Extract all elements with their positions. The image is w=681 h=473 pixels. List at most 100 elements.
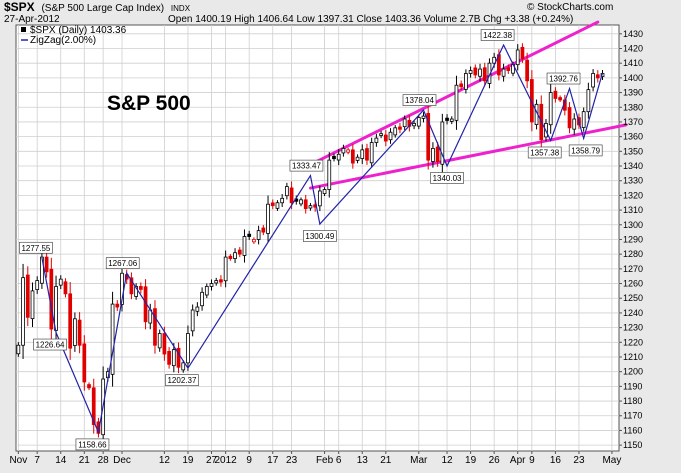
label-text: 1202.37 xyxy=(167,376,196,385)
label-text: 1378.04 xyxy=(405,96,434,105)
y-tick-label: 1260 xyxy=(623,279,643,289)
y-tick-label: 1210 xyxy=(623,352,643,362)
zigzag-value-label: 1358.79 xyxy=(568,144,603,157)
zigzag-value-label: 1378.04 xyxy=(402,94,437,106)
candle-body xyxy=(40,256,44,284)
y-tick-label: 1200 xyxy=(623,367,643,377)
candle-body xyxy=(186,333,190,364)
x-tick-label: 27 xyxy=(206,455,218,466)
trendline-lower xyxy=(308,123,628,190)
zigzag-value-label: 1158.66 xyxy=(75,438,110,451)
label-box xyxy=(33,338,67,351)
y-tick-label: 1150 xyxy=(623,440,642,450)
label-box xyxy=(568,144,603,157)
chart-title-overlay: S&P 500 xyxy=(107,92,191,115)
candle-body xyxy=(492,56,497,64)
candle-body xyxy=(464,73,468,90)
candle-body xyxy=(548,92,553,126)
y-tick-label: 1320 xyxy=(623,190,643,200)
y-tick-label: 1280 xyxy=(623,249,643,259)
label-box xyxy=(289,159,324,172)
zigzag-overlay xyxy=(41,43,604,435)
x-tick-label: 12 xyxy=(159,455,171,466)
x-tick-label: Feb xyxy=(316,455,334,466)
label-box xyxy=(480,29,515,41)
x-tick-label: 2012 xyxy=(215,455,238,466)
label-text: 1422.38 xyxy=(483,31,512,40)
brand-text: © StockCharts.com xyxy=(527,2,613,13)
candle-body xyxy=(82,343,87,383)
candle-body xyxy=(237,249,242,255)
x-tick-label: Dec xyxy=(113,455,131,466)
label-box xyxy=(19,241,53,254)
y-tick-label: 1330 xyxy=(623,176,643,186)
candle-body xyxy=(440,121,445,165)
x-tick-label: 7 xyxy=(34,455,40,466)
candle-body xyxy=(233,252,237,259)
candle-body xyxy=(586,89,591,113)
y-tick-label: 1160 xyxy=(623,425,642,435)
y-tick-label: 1190 xyxy=(623,381,642,391)
candle-body xyxy=(572,118,577,130)
legend-price: $SPX (Daily) 1403.36 xyxy=(30,25,127,36)
x-tick-label: 12 xyxy=(441,455,453,466)
candle-body xyxy=(134,286,138,297)
x-tick-label: 16 xyxy=(550,455,562,466)
x-tick-label: 26 xyxy=(489,455,501,466)
candle-body xyxy=(138,286,143,290)
candle-body xyxy=(110,303,115,375)
label-text: 1392.76 xyxy=(549,75,578,84)
candle-body xyxy=(176,347,181,368)
gridlines xyxy=(16,25,619,451)
y-tick-label: 1400 xyxy=(623,73,643,83)
x-tick-label: 23 xyxy=(573,455,585,466)
label-text: 1357.38 xyxy=(530,148,559,157)
chart-date: 27-Apr-2012 xyxy=(4,14,60,25)
zigzag-value-label: 1267.06 xyxy=(105,257,140,269)
candle-body xyxy=(266,203,270,234)
x-tick-label: 14 xyxy=(55,455,67,466)
candle-body xyxy=(355,156,360,161)
candle-body xyxy=(591,73,595,88)
candle-body xyxy=(468,70,473,74)
candle-body xyxy=(398,126,402,130)
label-box xyxy=(402,94,437,106)
label-text: 1340.03 xyxy=(433,174,462,183)
candle-body xyxy=(299,199,303,205)
y-tick-label: 1390 xyxy=(623,88,643,98)
zigzag-value-label: 1300.49 xyxy=(303,230,337,242)
candle-body xyxy=(115,303,120,308)
candle-body xyxy=(445,117,449,121)
candle-body xyxy=(501,68,506,77)
candle-body xyxy=(327,159,332,190)
label-box xyxy=(75,438,110,451)
x-tick-label: 28 xyxy=(98,455,110,466)
y-tick-label: 1420 xyxy=(623,44,643,54)
candle-body xyxy=(153,308,157,346)
candle-body xyxy=(553,90,558,99)
candle-body xyxy=(317,190,322,207)
candle-body xyxy=(402,118,407,128)
candle-body xyxy=(77,319,82,346)
y-tick-label: 1290 xyxy=(623,234,643,244)
candle-body xyxy=(332,155,336,160)
candle-body xyxy=(365,148,369,161)
zigzag-value-label: 1277.55 xyxy=(19,241,53,254)
symbol: $SPX xyxy=(4,0,35,14)
candle-body xyxy=(383,134,388,142)
zigzag-value-label: 1333.47 xyxy=(289,159,324,172)
candle-body xyxy=(58,278,63,286)
candle-body xyxy=(379,133,383,136)
candle-body xyxy=(270,202,275,207)
label-text: 1267.06 xyxy=(108,259,137,268)
label-text: 1333.47 xyxy=(292,162,321,171)
candle-body xyxy=(228,255,233,259)
zigzag-value-label: 1226.64 xyxy=(33,338,67,351)
y-tick-label: 1220 xyxy=(623,337,643,347)
ohlc-summary: Open 1400.19 High 1406.64 Low 1397.31 Cl… xyxy=(168,14,573,25)
legend-zigzag: ZigZag(2.00%) xyxy=(30,35,96,46)
candle-body xyxy=(473,67,478,76)
candle-body xyxy=(369,142,374,164)
candle-body xyxy=(157,333,162,349)
candle-body xyxy=(431,147,435,162)
